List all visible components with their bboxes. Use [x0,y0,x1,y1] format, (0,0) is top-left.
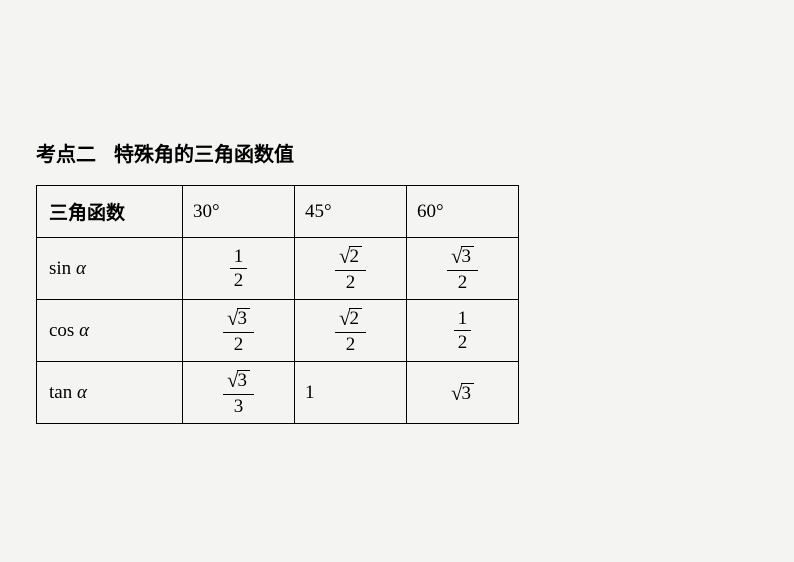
cell-cos-45: √22 [295,300,407,362]
table-header-row: 三角函数 30° 45° 60° [37,186,519,238]
header-angle-30: 30° [183,186,295,238]
cell-tan-45: 1 [295,362,407,424]
cell-sin-45: √22 [295,238,407,300]
row-sin: sin α 12 √22 √32 [37,238,519,300]
cell-cos-30: √32 [183,300,295,362]
fn-label-cos: cos α [37,300,183,362]
section-heading: 考点二特殊角的三角函数值 [36,138,758,167]
cell-tan-30: √33 [183,362,295,424]
header-label: 三角函数 [37,186,183,238]
fn-label-tan: tan α [37,362,183,424]
header-angle-60: 60° [407,186,519,238]
row-cos: cos α √32 √22 12 [37,300,519,362]
cell-cos-60: 12 [407,300,519,362]
fn-label-sin: sin α [37,238,183,300]
cell-tan-60: √3 [407,362,519,424]
cell-sin-30: 12 [183,238,295,300]
cell-sin-60: √32 [407,238,519,300]
trig-values-table: 三角函数 30° 45° 60° sin α 12 √22 √32 cos α … [36,185,519,424]
heading-prefix: 考点二 [36,144,96,166]
row-tan: tan α √33 1 √3 [37,362,519,424]
heading-title: 特殊角的三角函数值 [114,144,294,166]
header-angle-45: 45° [295,186,407,238]
